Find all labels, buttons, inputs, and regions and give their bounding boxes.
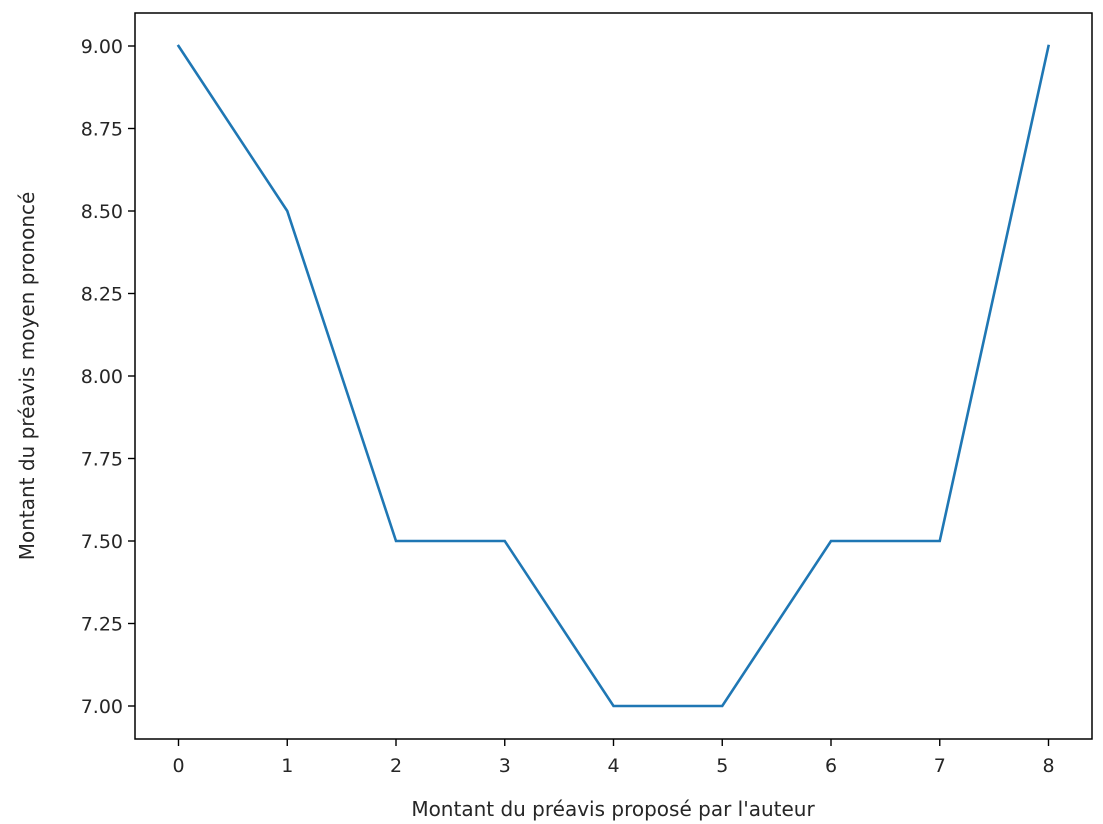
x-tick-label: 6 bbox=[825, 755, 837, 777]
x-axis-label: Montant du préavis proposé par l'auteur bbox=[411, 797, 815, 821]
y-tick-label: 8.00 bbox=[81, 366, 123, 388]
y-tick-label: 7.00 bbox=[81, 696, 123, 718]
x-tick-label: 8 bbox=[1042, 755, 1054, 777]
y-tick-label: 9.00 bbox=[81, 36, 123, 58]
y-tick-label: 7.50 bbox=[81, 531, 123, 553]
x-tick-label: 4 bbox=[607, 755, 619, 777]
x-tick-label: 7 bbox=[934, 755, 946, 777]
y-tick-label: 8.50 bbox=[81, 201, 123, 223]
y-tick-label: 8.75 bbox=[81, 119, 123, 141]
x-tick-label: 0 bbox=[172, 755, 184, 777]
x-tick-label: 3 bbox=[499, 755, 511, 777]
y-tick-label: 8.25 bbox=[81, 284, 123, 306]
y-axis-label: Montant du préavis moyen prononcé bbox=[15, 192, 39, 561]
x-tick-label: 5 bbox=[716, 755, 728, 777]
plot-area bbox=[135, 13, 1092, 739]
x-tick-label: 2 bbox=[390, 755, 402, 777]
y-tick-label: 7.25 bbox=[81, 614, 123, 636]
x-tick-label: 1 bbox=[281, 755, 293, 777]
y-tick-label: 7.75 bbox=[81, 449, 123, 471]
